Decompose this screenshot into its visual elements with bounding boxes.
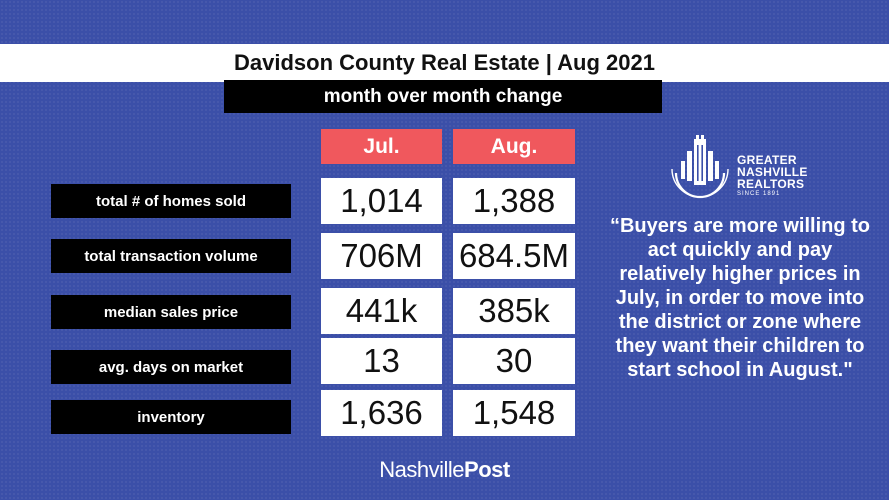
cell-jul-median-price: 441k bbox=[321, 288, 442, 334]
column-header-jul: Jul. bbox=[321, 129, 442, 164]
logo-since: SINCE 1891 bbox=[737, 191, 781, 197]
cell-jul-inventory: 1,636 bbox=[321, 390, 442, 436]
row-label-text: total transaction volume bbox=[84, 247, 258, 265]
column-header-jul-label: Jul. bbox=[363, 134, 400, 158]
cell-jul-transaction-volume: 706M bbox=[321, 233, 442, 279]
cell-value: 385k bbox=[478, 292, 550, 329]
cell-value: 1,548 bbox=[472, 394, 556, 431]
cell-value: 1,388 bbox=[472, 182, 556, 219]
logo-line-1: GREATER bbox=[737, 153, 797, 167]
column-header-aug-label: Aug. bbox=[490, 134, 538, 158]
row-label-transaction-volume: total transaction volume bbox=[51, 239, 291, 273]
building-skyline-icon bbox=[670, 133, 730, 203]
realtors-logo-text: GREATER NASHVILLE REALTORS SINCE 1891 bbox=[737, 154, 847, 199]
cell-jul-homes-sold: 1,014 bbox=[321, 178, 442, 224]
cell-value: 1,636 bbox=[340, 394, 423, 431]
footer-brand-part2: Post bbox=[464, 457, 510, 482]
logo-line-3: REALTORS bbox=[737, 177, 805, 191]
quote-text: “Buyers are more willing to act quickly … bbox=[609, 215, 871, 381]
subtitle-bar: month over month change bbox=[224, 80, 662, 113]
row-label-text: avg. days on market bbox=[98, 358, 244, 376]
cell-aug-days-on-market: 30 bbox=[453, 338, 575, 384]
row-label-text: total # of homes sold bbox=[95, 192, 246, 210]
nashville-post-logo: NashvillePost bbox=[0, 457, 889, 483]
cell-jul-days-on-market: 13 bbox=[321, 338, 442, 384]
cell-value: 706M bbox=[340, 237, 423, 274]
footer-brand-part1: Nashville bbox=[379, 457, 465, 482]
cell-value: 684.5M bbox=[458, 237, 570, 274]
page-title-bar: Davidson County Real Estate | Aug 2021 bbox=[0, 44, 889, 82]
row-label-median-price: median sales price bbox=[51, 295, 291, 329]
row-label-days-on-market: avg. days on market bbox=[51, 350, 291, 384]
cell-aug-transaction-volume: 684.5M bbox=[453, 233, 575, 279]
cell-value: 13 bbox=[363, 342, 400, 379]
row-label-text: median sales price bbox=[103, 303, 239, 321]
row-label-text: inventory bbox=[137, 408, 205, 426]
subtitle: month over month change bbox=[323, 85, 563, 107]
row-label-homes-sold: total # of homes sold bbox=[51, 184, 291, 218]
page-title: Davidson County Real Estate | Aug 2021 bbox=[233, 50, 655, 75]
cell-value: 441k bbox=[345, 292, 418, 329]
row-label-inventory: inventory bbox=[51, 400, 291, 434]
column-header-aug: Aug. bbox=[453, 129, 575, 164]
cell-aug-inventory: 1,548 bbox=[453, 390, 575, 436]
cell-aug-median-price: 385k bbox=[453, 288, 575, 334]
cell-value: 30 bbox=[495, 342, 533, 379]
logo-line-2: NASHVILLE bbox=[737, 165, 808, 179]
cell-value: 1,014 bbox=[340, 182, 423, 219]
cell-aug-homes-sold: 1,388 bbox=[453, 178, 575, 224]
